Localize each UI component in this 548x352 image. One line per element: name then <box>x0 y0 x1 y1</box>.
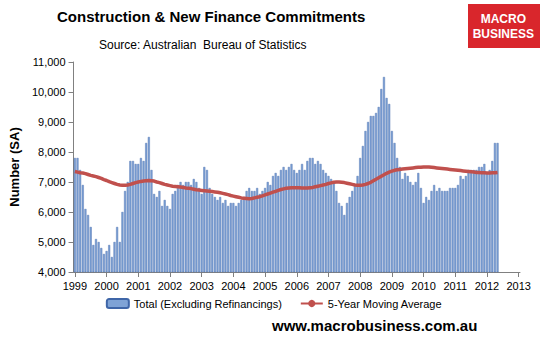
svg-text:2011: 2011 <box>443 280 467 292</box>
svg-text:BUSINESS: BUSINESS <box>473 27 534 41</box>
svg-text:Total (Excluding Refinancings): Total (Excluding Refinancings) <box>134 298 282 310</box>
svg-text:2002: 2002 <box>158 280 182 292</box>
svg-text:www.macrobusiness.com.au: www.macrobusiness.com.au <box>271 317 477 334</box>
svg-text:Number (SA): Number (SA) <box>7 127 22 206</box>
svg-text:7,000: 7,000 <box>38 176 66 188</box>
svg-text:2013: 2013 <box>506 280 530 292</box>
svg-text:2000: 2000 <box>94 280 118 292</box>
svg-text:2001: 2001 <box>126 280 150 292</box>
svg-text:11,000: 11,000 <box>33 56 66 68</box>
svg-text:Source: Australian Bureau of: Source: Australian Bureau of Statistics <box>99 38 306 52</box>
svg-text:4,000: 4,000 <box>38 266 66 278</box>
svg-text:5-Year Moving Average: 5-Year Moving Average <box>328 298 442 310</box>
svg-text:MACRO: MACRO <box>481 12 526 26</box>
svg-text:2003: 2003 <box>189 280 213 292</box>
svg-text:2004: 2004 <box>221 280 245 292</box>
svg-text:2008: 2008 <box>348 280 372 292</box>
svg-text:1999: 1999 <box>63 280 87 292</box>
svg-text:10,000: 10,000 <box>32 86 66 98</box>
svg-text:8,000: 8,000 <box>38 146 66 158</box>
svg-text:2010: 2010 <box>411 280 435 292</box>
svg-text:Construction & New Finance Com: Construction & New Finance Commitments <box>57 8 365 25</box>
svg-text:2006: 2006 <box>285 280 309 292</box>
svg-text:2012: 2012 <box>475 280 499 292</box>
svg-text:2009: 2009 <box>380 280 404 292</box>
svg-text:6,000: 6,000 <box>38 206 66 218</box>
svg-text:2005: 2005 <box>253 280 277 292</box>
svg-text:9,000: 9,000 <box>38 116 66 128</box>
svg-text:5,000: 5,000 <box>38 236 66 248</box>
svg-text:2007: 2007 <box>316 280 340 292</box>
